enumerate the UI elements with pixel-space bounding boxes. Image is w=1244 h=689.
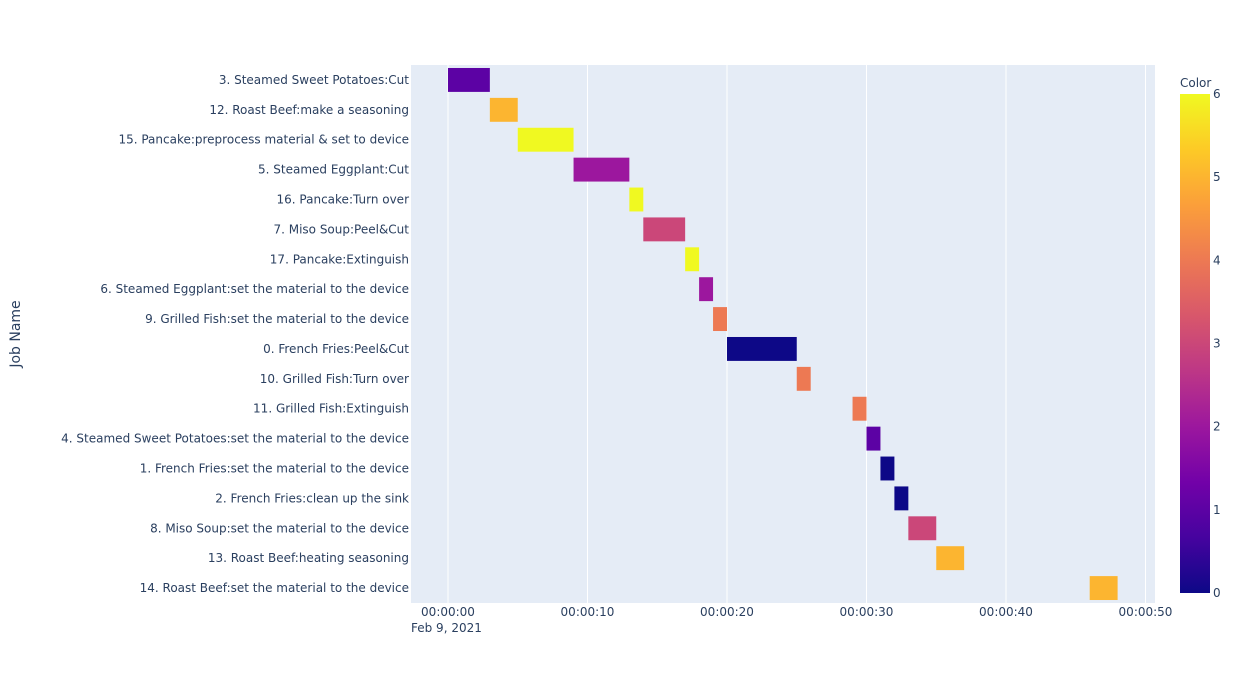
x-tick-labels: 00:00:00 00:00:10 00:00:20 00:00:30 00:00:40…: [421, 605, 1172, 619]
y-tick-labels: 3. Steamed Sweet Potatoes:Cut 12. Roast B…: [61, 73, 409, 595]
y-tick-label: 10. Grilled Fish:Turn over: [260, 372, 409, 386]
task-bar: [727, 336, 797, 361]
y-tick-label: 11. Grilled Fish:Extinguish: [253, 402, 409, 416]
y-tick-label: 5. Steamed Eggplant:Cut: [258, 163, 409, 177]
y-tick-label: 3. Steamed Sweet Potatoes:Cut: [219, 73, 409, 87]
x-tick-label: 00:00:00: [421, 605, 475, 619]
colorbar-tick-label: 0: [1213, 586, 1221, 600]
task-bar: [489, 97, 518, 122]
y-tick-label: 16. Pancake:Turn over: [277, 193, 410, 207]
task-bar: [699, 277, 714, 302]
task-bar: [796, 366, 811, 391]
colorbar: [1180, 94, 1210, 593]
colorbar-tick-label: 1: [1213, 503, 1221, 517]
y-tick-label: 4. Steamed Sweet Potatoes:set the materi…: [61, 432, 409, 446]
task-bar: [713, 307, 727, 332]
colorbar-title: Color: [1180, 76, 1211, 90]
x-date-label: Feb 9, 2021: [411, 621, 482, 635]
task-bar: [908, 516, 937, 541]
x-tick-label: 00:00:50: [1119, 605, 1173, 619]
x-tick-label: 00:00:30: [840, 605, 894, 619]
y-tick-label: 6. Steamed Eggplant:set the material to …: [100, 282, 409, 296]
task-bar: [936, 546, 965, 571]
task-bar: [1089, 576, 1118, 601]
colorbar-tick-label: 6: [1213, 87, 1221, 101]
y-tick-label: 1. French Fries:set the material to the …: [140, 462, 409, 476]
y-tick-label: 17. Pancake:Extinguish: [270, 252, 409, 266]
y-tick-label: 0. French Fries:Peel&Cut: [263, 342, 409, 356]
task-bar: [852, 396, 867, 421]
y-tick-label: 2. French Fries:clean up the sink: [215, 491, 409, 505]
task-bar: [866, 426, 881, 451]
colorbar-tick-label: 2: [1213, 420, 1221, 434]
colorbar-tick-label: 3: [1213, 337, 1221, 351]
task-bar: [517, 127, 574, 152]
task-bars: [448, 67, 1118, 601]
plot-background: [411, 65, 1155, 603]
y-tick-label: 14. Roast Beef:set the material to the d…: [140, 581, 409, 595]
task-bar: [880, 456, 895, 481]
task-bar: [448, 67, 490, 92]
x-tick-label: 00:00:20: [700, 605, 754, 619]
x-tick-label: 00:00:40: [979, 605, 1033, 619]
task-bar: [894, 486, 909, 511]
y-tick-label: 15. Pancake:preprocess material & set to…: [118, 133, 409, 147]
y-tick-label: 8. Miso Soup:set the material to the dev…: [150, 521, 409, 535]
colorbar-tick-label: 5: [1213, 170, 1221, 184]
colorbar-tick-label: 4: [1213, 253, 1221, 267]
task-bar: [643, 217, 686, 242]
y-axis-title: Job Name: [8, 300, 24, 368]
x-tick-label: 00:00:10: [561, 605, 615, 619]
y-tick-label: 9. Grilled Fish:set the material to the …: [145, 312, 409, 326]
task-bar: [685, 247, 700, 272]
x-gridlines: [447, 65, 1146, 603]
y-tick-label: 12. Roast Beef:make a seasoning: [209, 103, 409, 117]
y-tick-label: 7. Miso Soup:Peel&Cut: [273, 222, 409, 236]
task-bar: [629, 187, 644, 212]
colorbar-tick-labels: 0 1 2 3 4 5 6: [1213, 87, 1221, 600]
task-bar: [573, 157, 630, 182]
y-tick-label: 13. Roast Beef:heating seasoning: [208, 551, 409, 565]
